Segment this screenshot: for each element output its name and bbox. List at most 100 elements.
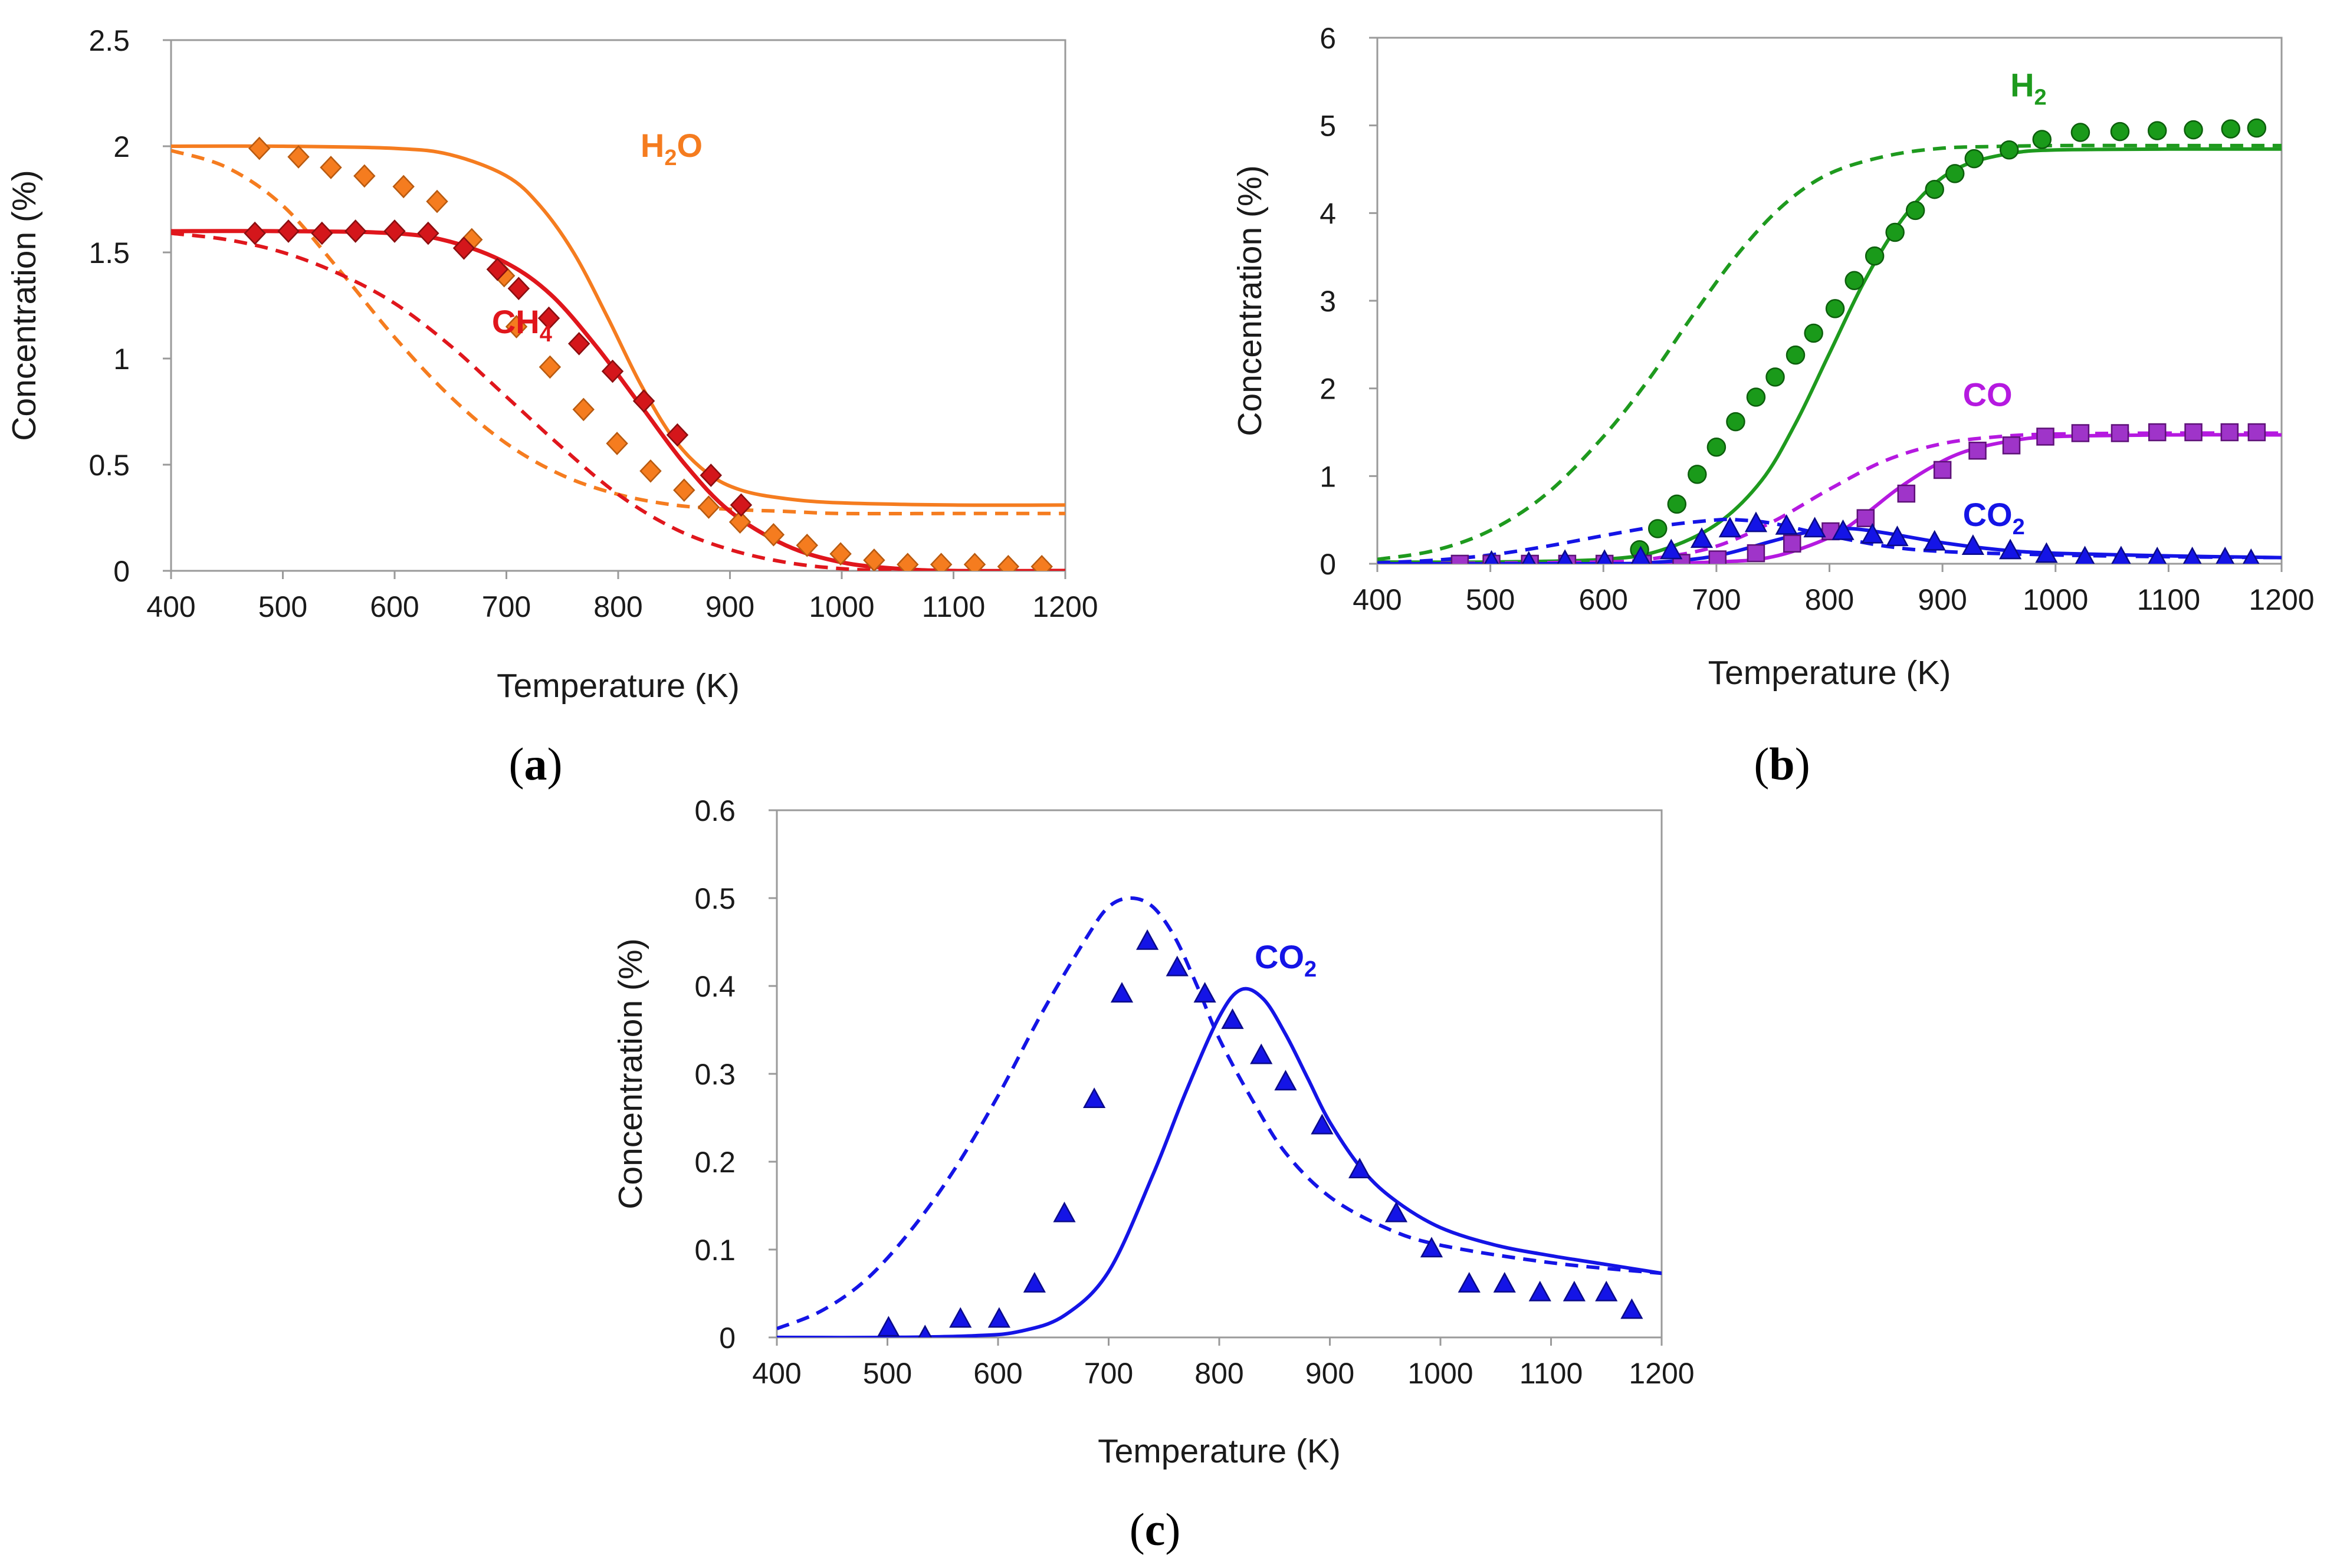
co2-data-point — [1775, 514, 1798, 535]
h2-data-point — [1999, 140, 2019, 160]
h2-data-point — [1786, 345, 1806, 365]
h2o-data-point — [426, 189, 448, 213]
series-label-h2o: H2O — [641, 127, 703, 170]
x-tick-label: 900 — [1918, 583, 1967, 616]
co-data-point — [1747, 544, 1765, 563]
co2-data-point — [1718, 517, 1741, 538]
h2o-data-point — [829, 542, 852, 566]
co2-data-point — [1744, 511, 1768, 532]
h2o-data-point — [606, 432, 628, 455]
x-tick-label: 700 — [1084, 1357, 1133, 1390]
ch4-data-point — [277, 219, 300, 243]
ch4-data-point — [567, 331, 590, 356]
ch4-data-point — [244, 221, 266, 245]
panel-label-b: (b) — [1754, 738, 1810, 790]
h2-data-point — [1726, 412, 1745, 432]
co2-data-point — [2148, 546, 2167, 564]
y-tick-label: 5 — [1320, 110, 1336, 143]
y-axis-title: Concentration (%) — [5, 170, 43, 441]
h2-data-point — [2147, 121, 2167, 140]
y-tick-label: 1 — [113, 343, 130, 376]
h2-data-point — [2032, 130, 2052, 149]
h2-data-point — [1925, 179, 1944, 199]
series-label-ch4: CH4 — [492, 303, 552, 347]
x-axis-title: Temperature (K) — [497, 667, 740, 705]
co2-data-point — [1493, 1272, 1516, 1293]
co2-data-point — [2035, 542, 2058, 563]
co-data-point — [1783, 534, 1801, 553]
h2-data-point — [1865, 246, 1885, 266]
ch4-data-point — [383, 219, 406, 243]
co2-data-point — [1886, 525, 1909, 547]
co2-data-point — [1595, 1280, 1618, 1301]
h2-data-point — [2247, 118, 2267, 138]
y-tick-label: 2 — [113, 130, 130, 163]
h2o-model-solid-line — [171, 144, 1065, 507]
h2-data-point — [2221, 119, 2241, 139]
co2-data-point — [1193, 982, 1216, 1003]
co2-data-point — [1348, 1158, 1371, 1179]
h2o-data-point — [639, 459, 662, 483]
x-tick-label: 500 — [863, 1357, 912, 1390]
co2-data-point — [2216, 546, 2235, 564]
x-tick-label: 1000 — [809, 590, 874, 623]
y-axis-title: Concentration (%) — [1231, 165, 1269, 436]
co2-data-point — [1166, 955, 1189, 977]
h2-data-point — [1825, 299, 1845, 318]
h2o-data-point — [963, 553, 986, 571]
h2-data-point — [1706, 438, 1727, 457]
co2-data-point — [1528, 1280, 1551, 1301]
co-data-point — [1968, 441, 1987, 460]
co-data-point — [2220, 423, 2239, 442]
h2o-data-point — [697, 495, 720, 519]
h2o-data-point — [728, 510, 751, 534]
x-tick-label: 400 — [146, 590, 195, 623]
co2-data-point — [1221, 1008, 1244, 1029]
co2-data-point — [1384, 1201, 1408, 1222]
x-tick-label: 1000 — [1407, 1357, 1473, 1390]
co2-model-dashed-line — [777, 896, 1662, 1330]
co2-data-point — [1311, 1113, 1334, 1135]
co-data-point — [2111, 424, 2129, 442]
h2o-data-point — [897, 553, 919, 571]
x-tick-label: 800 — [1194, 1357, 1243, 1390]
ch4-data-point — [452, 236, 475, 260]
x-tick-label: 500 — [1466, 583, 1515, 616]
x-tick-label: 600 — [1579, 583, 1628, 616]
x-tick-label: 700 — [1692, 583, 1741, 616]
y-tick-label: 0.3 — [694, 1058, 736, 1091]
panel-a: 400 500 600 700 800 900 1000 1100 1200 0 0.5 1 1.5 2 2… — [5, 24, 1098, 705]
ch4-data-point — [417, 221, 439, 245]
y-tick-label: 0.6 — [694, 794, 736, 827]
h2-data-point — [2070, 123, 2090, 142]
co2-data-point — [1803, 517, 1826, 538]
ch4-model-solid-line — [171, 229, 1065, 571]
x-tick-label: 1100 — [2137, 583, 2201, 616]
y-tick-label: 4 — [1320, 197, 1336, 230]
co2-data-point — [1660, 538, 1683, 560]
co2-data-point — [2111, 545, 2131, 564]
h2-data-point — [2110, 121, 2130, 142]
h2-data-point — [1964, 149, 1984, 169]
co2-data-point — [1557, 549, 1573, 564]
y-tick-label: 0.4 — [694, 970, 736, 1003]
y-tick-label: 1.5 — [88, 236, 130, 269]
co2-data-point — [1023, 1272, 1046, 1293]
co2-data-point — [2075, 545, 2095, 564]
co-data-point — [1708, 550, 1727, 564]
h2-data-point — [1804, 323, 1823, 343]
x-tick-label: 1200 — [1629, 1357, 1694, 1390]
co-data-point — [1933, 461, 1952, 479]
h2o-data-point — [392, 175, 415, 199]
x-tick-label: 1000 — [2023, 583, 2088, 616]
co2-data-point — [1136, 929, 1159, 950]
co-data-point — [1450, 554, 1469, 564]
h2-data-point — [1885, 222, 1905, 242]
h2-data-point — [1746, 387, 1766, 407]
x-axis-title: Temperature (K) — [1708, 654, 1951, 692]
ch4-data-point — [666, 423, 689, 447]
h2o-data-point — [673, 478, 695, 502]
co2-data-point — [877, 1316, 900, 1337]
panel-label-a: (a) — [509, 738, 563, 790]
